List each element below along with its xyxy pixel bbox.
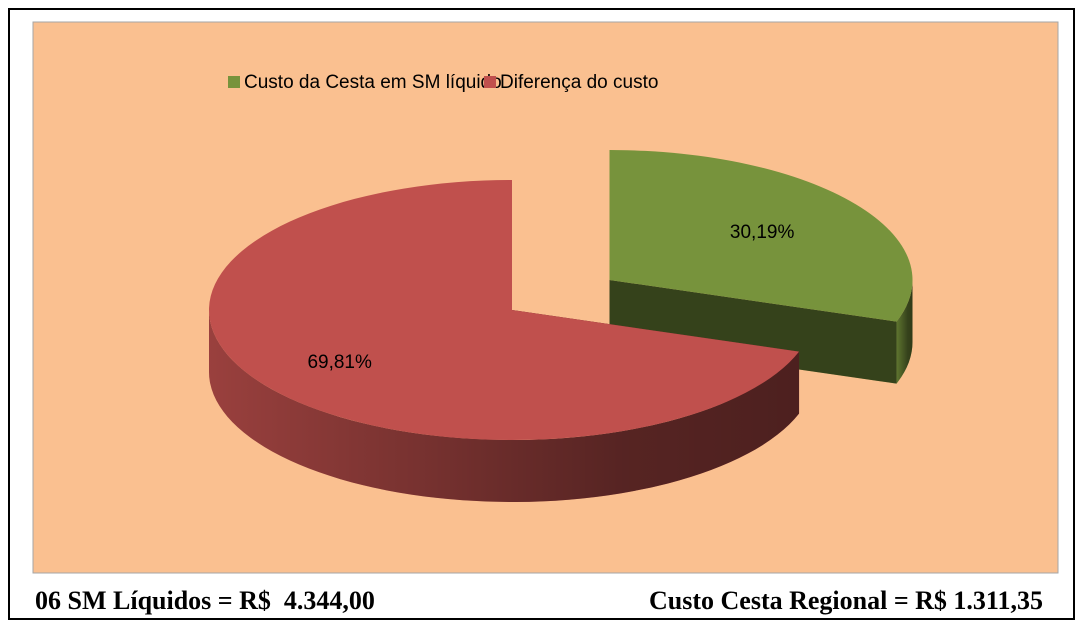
slice-rim-shade [209, 310, 800, 503]
footer-left: 06 SM Líquidos = R$ 4.344,00 [35, 586, 375, 615]
footer-right: Custo Cesta Regional = R$ 1.311,35 [649, 586, 1043, 615]
legend-label: Diferença do custo [500, 72, 658, 93]
legend-swatch [484, 76, 496, 88]
slice-rim-shade [896, 279, 913, 384]
legend-label: Custo da Cesta em SM líquido [244, 72, 502, 93]
data-label: 69,81% [307, 352, 372, 373]
data-label: 30,19% [730, 222, 795, 243]
legend-swatch [228, 76, 240, 88]
pie-slice [209, 180, 800, 441]
pie-slice [609, 149, 913, 322]
slice-wall-shade [609, 279, 897, 384]
